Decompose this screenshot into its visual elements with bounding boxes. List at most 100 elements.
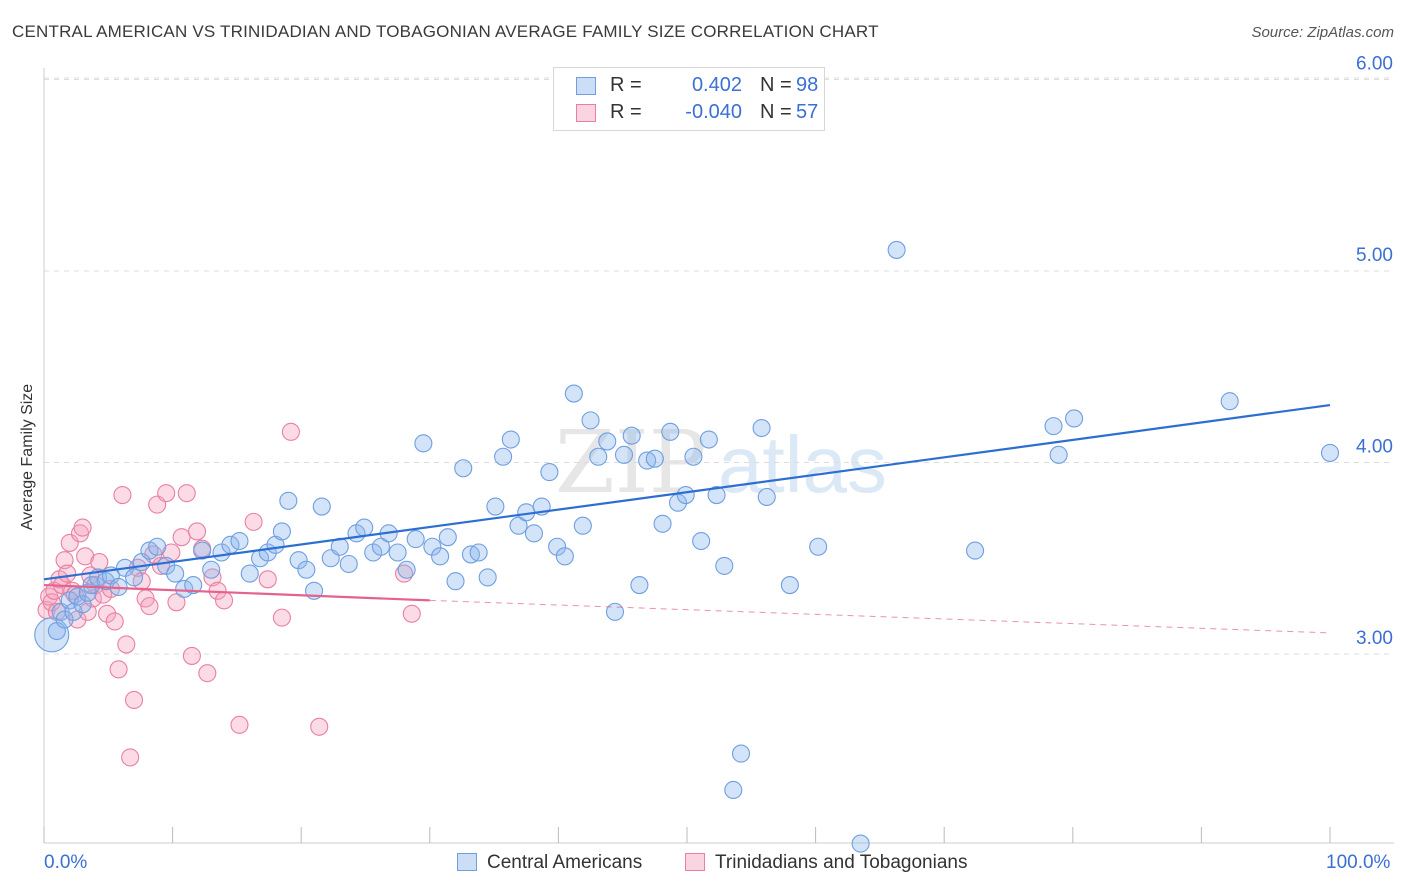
- point-central-american: [501, 430, 520, 449]
- point-central-american: [469, 543, 488, 562]
- point-trinidadian: [172, 528, 191, 547]
- point-central-american: [461, 545, 481, 564]
- y-tick-labels: 3.00 4.00 5.00 6.00: [1356, 53, 1393, 649]
- point-central-american: [297, 560, 316, 579]
- point-trinidadian: [402, 604, 421, 623]
- y-tick-label: 4.00: [1356, 436, 1393, 457]
- point-trinidadian: [281, 422, 300, 441]
- point-central-american: [966, 541, 985, 560]
- trend-line-central-americans: [43, 403, 1331, 581]
- point-central-american: [279, 491, 298, 510]
- point-trinidadian: [58, 564, 77, 583]
- point-central-american: [757, 487, 776, 507]
- point-trinidadian: [117, 635, 136, 654]
- point-central-american: [446, 572, 465, 591]
- point-central-american: [371, 537, 390, 556]
- point-central-american: [272, 522, 291, 541]
- point-central-american: [388, 543, 407, 562]
- point-central-american: [124, 568, 144, 587]
- point-trinidadian: [167, 593, 186, 612]
- stats-swatch-pink: [576, 104, 596, 122]
- y-tick-label: 5.00: [1356, 245, 1393, 266]
- point-trinidadian: [272, 608, 291, 627]
- point-central-american: [486, 497, 505, 516]
- stats-n-label: N =: [760, 74, 792, 96]
- point-central-american: [598, 432, 617, 451]
- point-trinidadian: [182, 646, 201, 665]
- point-trinidadian: [177, 484, 196, 503]
- series-central-americans-points: [34, 240, 1340, 853]
- point-trinidadian: [140, 597, 159, 616]
- legend-swatch-pink: [685, 853, 705, 871]
- point-central-american: [548, 537, 567, 556]
- point-central-american: [731, 744, 751, 763]
- point-central-american: [73, 595, 92, 614]
- watermark: ZIP atlas: [555, 413, 887, 513]
- point-central-american: [684, 447, 703, 466]
- point-central-american: [809, 537, 828, 556]
- point-trinidadian: [105, 612, 124, 631]
- x-tick-label-max: 100.0%: [1326, 852, 1391, 873]
- point-central-american: [540, 463, 559, 482]
- point-trinidadian: [230, 715, 249, 734]
- point-central-american: [638, 451, 657, 470]
- point-central-american: [661, 422, 680, 441]
- point-trinidadian: [109, 660, 128, 679]
- point-central-american: [494, 447, 513, 466]
- point-central-american: [851, 834, 870, 853]
- point-central-american: [454, 459, 473, 478]
- point-central-american: [622, 426, 641, 445]
- point-trinidadian: [73, 518, 92, 537]
- point-central-american: [414, 434, 433, 453]
- stats-r-value: 0.402: [691, 74, 742, 96]
- point-trinidadian: [310, 717, 329, 736]
- point-central-american: [1049, 445, 1068, 464]
- point-central-american: [707, 486, 726, 505]
- point-central-american: [1044, 417, 1063, 436]
- y-tick-label: 3.00: [1356, 628, 1393, 649]
- point-central-american: [478, 568, 497, 587]
- point-central-american: [240, 564, 259, 583]
- point-trinidadian: [151, 556, 171, 575]
- legend-item-central-americans: Central Americans: [457, 852, 642, 874]
- point-trinidadian: [97, 604, 117, 623]
- y-tick-label: 6.00: [1356, 53, 1393, 74]
- point-central-american: [614, 445, 634, 464]
- point-central-american: [289, 551, 308, 570]
- point-trinidadian: [121, 748, 140, 767]
- legend-item-trinidadians: Trinidadians and Tobagonians: [685, 852, 967, 874]
- point-central-american: [423, 537, 442, 556]
- stats-r-label: R =: [610, 101, 642, 123]
- point-central-american: [148, 537, 167, 556]
- point-central-american: [355, 518, 374, 537]
- point-central-american: [524, 524, 544, 543]
- point-central-american: [397, 560, 416, 579]
- point-trinidadian: [258, 570, 277, 589]
- stats-r-label: R =: [610, 74, 642, 96]
- point-central-american: [406, 530, 425, 549]
- point-central-american: [645, 449, 664, 468]
- point-trinidadian: [55, 551, 74, 570]
- point-trinidadian: [42, 593, 61, 612]
- source-label: Source: ZipAtlas.com: [1251, 24, 1394, 41]
- trend-lines: [43, 403, 1331, 634]
- point-central-american: [1065, 409, 1084, 428]
- stats-r-value: -0.040: [685, 101, 742, 123]
- point-central-american: [699, 430, 718, 449]
- point-trinidadian: [214, 591, 234, 610]
- watermark-atlas: atlas: [718, 420, 887, 509]
- point-central-american: [692, 531, 711, 551]
- point-central-american: [676, 486, 695, 505]
- point-central-american: [555, 547, 574, 566]
- point-trinidadian: [90, 553, 109, 572]
- stats-box: R = 0.402 N = 98 R = -0.040 N = 57: [553, 67, 825, 131]
- stats-n-value: 98: [796, 74, 819, 96]
- point-central-american: [605, 602, 625, 621]
- point-central-american: [312, 497, 331, 516]
- point-central-american: [564, 384, 583, 403]
- point-central-american: [715, 556, 734, 575]
- point-central-american: [509, 516, 528, 535]
- point-trinidadian: [187, 522, 207, 541]
- trend-line-trinidadians: [43, 583, 430, 602]
- point-central-american: [1320, 443, 1340, 462]
